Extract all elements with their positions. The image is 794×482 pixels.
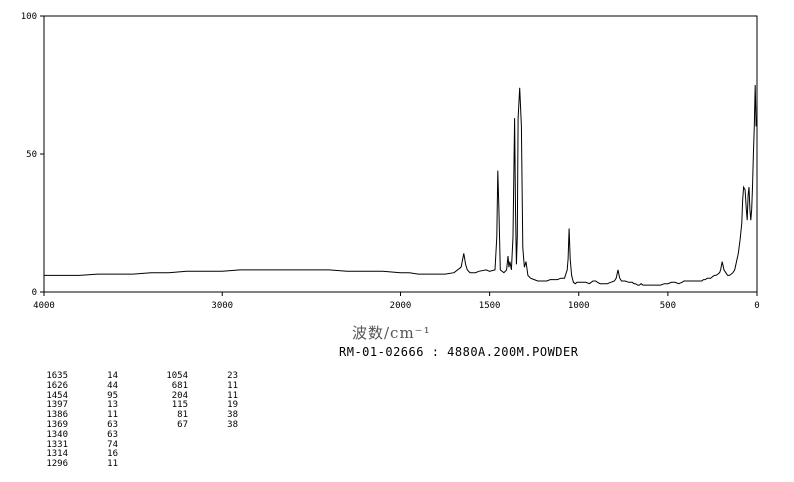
peak-intensity: 44: [107, 380, 118, 391]
peak-row: 1369 63: [40, 419, 118, 431]
x-tick-label: 3000: [211, 301, 233, 311]
x-tick-label: 4000: [33, 301, 55, 311]
peak-intensity: 23: [227, 371, 238, 381]
plot-frame: [43, 15, 758, 293]
peak-row: 81 38: [160, 410, 238, 421]
y-tick-label: 50: [26, 150, 37, 160]
peak-wavenumber: 1314: [46, 449, 68, 460]
spectrum-chart: 4000 3000 2000 1500 1000 500 0 0 50 100: [21, 12, 760, 311]
peak-intensity: 19: [227, 400, 238, 411]
peak-wavenumber: 1626: [46, 380, 68, 391]
peak-intensity: 95: [107, 390, 118, 401]
peak-wavenumber: 67: [177, 419, 188, 430]
peak-row: 1331 74: [40, 439, 118, 451]
peak-wavenumber: 1340: [46, 429, 68, 440]
peak-row: 115 19: [160, 401, 238, 411]
peak-intensity: 63: [107, 419, 118, 430]
peak-wavenumber: 1296: [46, 459, 68, 470]
y-tick-label: 0: [32, 288, 37, 298]
peak-wavenumber: 81: [177, 410, 188, 421]
peak-intensity: 16: [107, 449, 118, 460]
peak-row: 1314 16: [40, 450, 118, 460]
peak-wavenumber: 1454: [46, 390, 68, 401]
peak-intensity: 63: [107, 429, 118, 440]
peak-row: 1340 63: [40, 429, 118, 441]
peak-row: 1626 44: [40, 380, 118, 392]
peak-row: 681 11: [160, 380, 238, 392]
peak-wavenumber: 1386: [46, 410, 68, 421]
peak-row: 1397 13: [40, 401, 118, 411]
x-tick-label: 0: [754, 301, 759, 311]
peak-wavenumber: 1054: [166, 371, 188, 381]
peak-wavenumber: 204: [171, 390, 188, 401]
peak-row: 67 38: [160, 419, 238, 431]
chart-axes: [43, 15, 758, 293]
peak-row: 204 11: [160, 390, 238, 402]
peak-row: 1454 95: [40, 390, 118, 402]
peak-row: 1054 23: [160, 371, 238, 382]
peak-wavenumber: 681: [171, 380, 188, 391]
peak-wavenumber: 115: [171, 400, 188, 411]
sample-subtitle: RM-01-02666 : 4880A.200M.POWDER: [339, 345, 579, 359]
peak-wavenumber: 1369: [46, 419, 68, 430]
peak-wavenumber: 1331: [46, 439, 68, 450]
peak-intensity: 11: [107, 459, 118, 470]
x-axis-label: 波数/cm⁻¹: [352, 324, 431, 342]
peak-intensity: 74: [107, 439, 118, 450]
peak-intensity: 11: [227, 380, 238, 391]
peak-intensity: 11: [227, 390, 238, 401]
x-tick-label: 500: [660, 301, 676, 311]
peak-row: 1386 11: [40, 410, 118, 421]
peak-table-right: 1054 23 681 11 204 11 115 19 81 38 67 38: [160, 371, 238, 431]
x-tick-label: 1500: [479, 301, 501, 311]
peak-intensity: 14: [107, 371, 118, 381]
chart-ticks: 4000 3000 2000 1500 1000 500 0 0 50 100: [21, 12, 760, 311]
peak-intensity: 38: [227, 419, 238, 430]
peak-row: 1635 14: [40, 371, 118, 382]
peak-table-left: 1635 14 1626 44 1454 95 1397 13 1386 11 1369 63 1340…: [40, 371, 118, 470]
peak-wavenumber: 1397: [46, 400, 68, 411]
peak-intensity: 13: [107, 400, 118, 411]
peak-intensity: 38: [227, 410, 238, 421]
spectrum-series-line: [44, 84, 757, 286]
peak-row: 1296 11: [40, 459, 118, 470]
peak-wavenumber: 1635: [46, 371, 68, 381]
x-tick-label: 2000: [390, 301, 412, 311]
peak-intensity: 11: [107, 410, 118, 421]
y-tick-label: 100: [21, 12, 37, 22]
x-tick-label: 1000: [568, 301, 590, 311]
